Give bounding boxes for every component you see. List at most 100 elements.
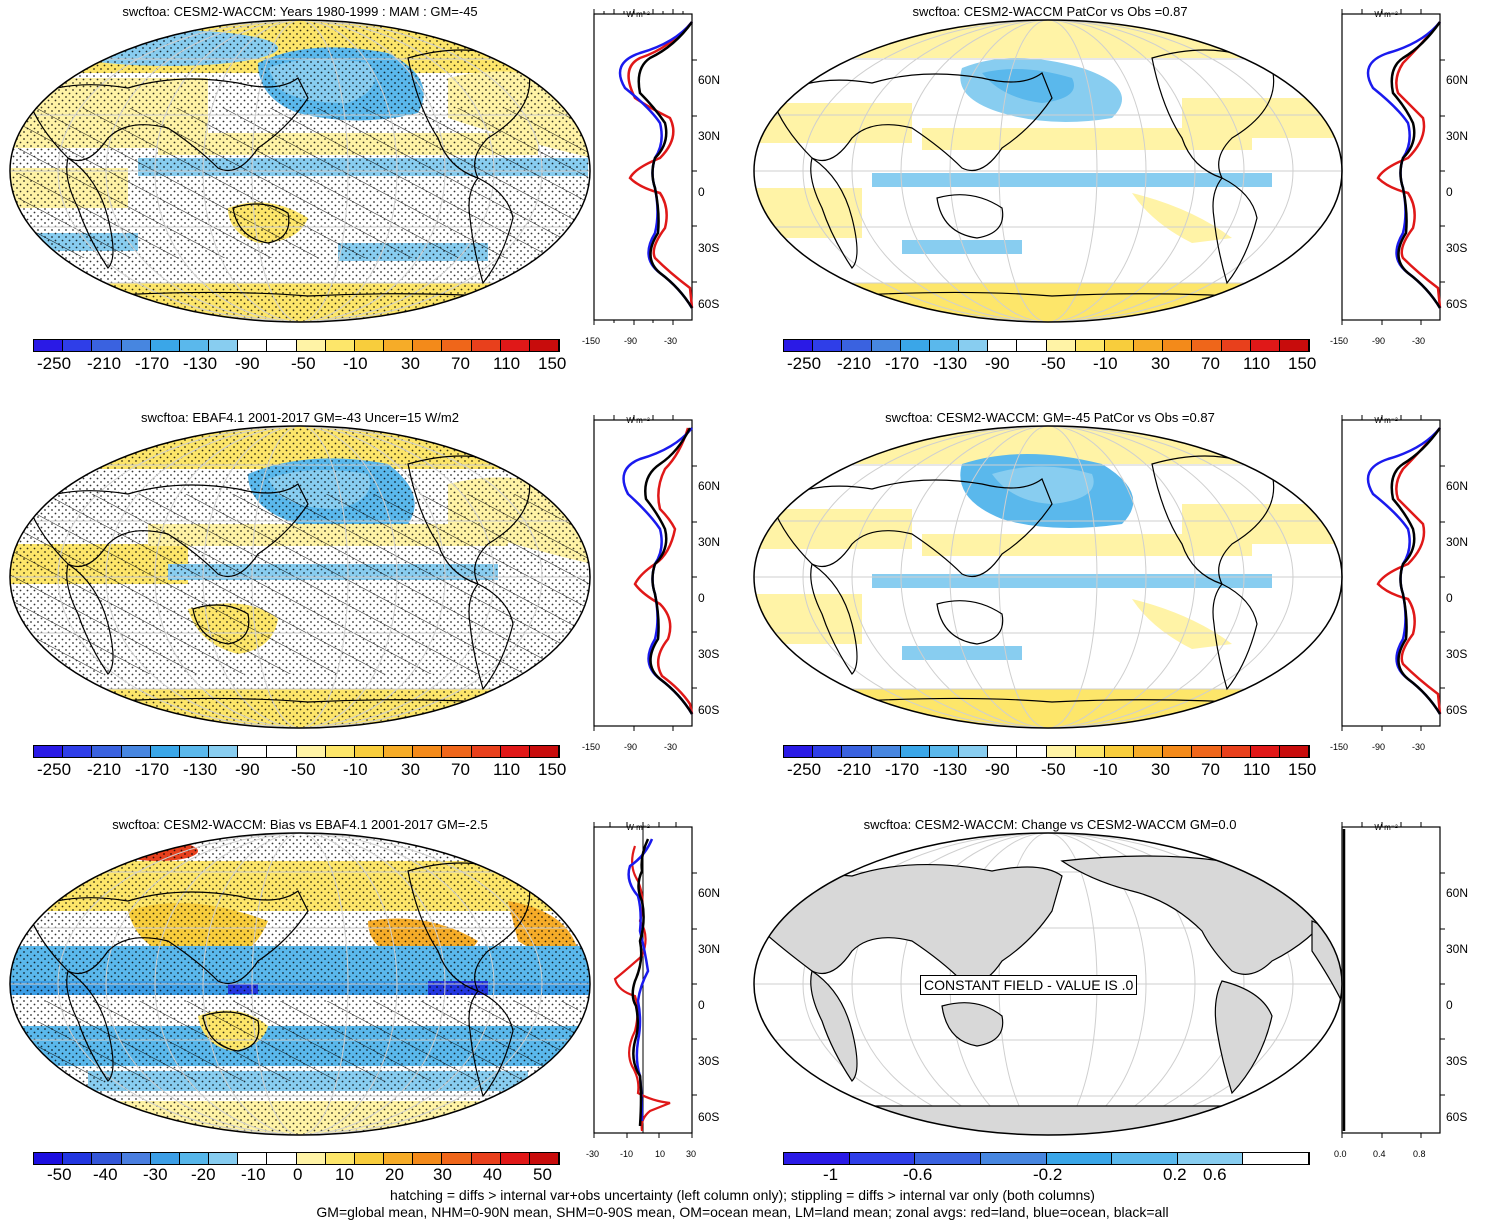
colorbar-label: -170	[135, 760, 170, 779]
colorbar-swatch	[871, 746, 901, 757]
colorbar-swatch	[929, 340, 960, 351]
colorbar-swatch	[915, 1153, 981, 1164]
colorbar-swatch	[784, 1153, 850, 1164]
colorbar-label: 30	[433, 1165, 452, 1184]
lat-label: 30N	[1446, 535, 1469, 549]
colorbar-label: -130	[933, 760, 968, 779]
colorbar-swatch	[842, 746, 872, 757]
colorbar-swatch	[1163, 340, 1193, 351]
colorbar-swatch	[1221, 746, 1251, 757]
colorbar-label: 70	[1201, 354, 1220, 373]
zonal-tick: 0.4	[1373, 1149, 1386, 1159]
colorbar-swatch	[179, 1153, 210, 1164]
colorbar-label: -90	[235, 354, 260, 373]
lat-label: 60S	[698, 297, 720, 311]
colorbar-label: 70	[1201, 760, 1220, 779]
colorbar-swatch	[121, 746, 151, 757]
colorbar-swatch	[325, 340, 355, 351]
colorbar-label: -50	[1041, 354, 1066, 373]
zonal-tick: -150	[1330, 742, 1349, 752]
zonal-tick: -30	[664, 742, 678, 752]
colorbar-swatch	[959, 340, 989, 351]
colorbar-swatch	[413, 340, 443, 351]
lat-label: 60S	[1446, 1110, 1468, 1124]
colorbar-label: -210	[87, 354, 122, 373]
colorbar-swatch	[900, 746, 930, 757]
colorbar-label: -50	[291, 760, 316, 779]
colorbar-swatch	[34, 746, 64, 757]
lat-label: 60S	[1446, 703, 1468, 717]
colorbar-label: -50	[291, 354, 316, 373]
colorbar-label: 110	[1243, 760, 1271, 779]
colorbar-swatch	[871, 340, 901, 351]
lat-label: 60N	[1446, 73, 1469, 87]
colorbar-swatch	[296, 340, 326, 351]
panel-2-lat-labels: 60N 30N 0 30S 60S	[1446, 52, 1468, 332]
colorbar-swatch	[179, 340, 210, 351]
lat-label: 30S	[698, 647, 720, 661]
colorbar-swatch	[34, 1153, 64, 1164]
colorbar-swatch	[471, 1153, 501, 1164]
panel-4-map	[753, 425, 1343, 729]
colorbar-swatch	[442, 1153, 472, 1164]
colorbar-swatch	[354, 340, 385, 351]
colorbar-label: -50	[47, 1165, 72, 1184]
colorbar-label: 30	[401, 760, 420, 779]
panel-1-colorbar-labels: -250 -210 -170 -130 -90 -50 -10 30 70 11…	[33, 354, 566, 374]
lat-label: 0	[698, 591, 705, 605]
zonal-units: W m⁻²	[626, 10, 650, 19]
colorbar-label: 30	[1151, 354, 1170, 373]
panel-5-colorbar-labels: -50 -40 -30 -20 -10 0 10 20 30 40 50	[33, 1165, 558, 1185]
colorbar-swatch	[209, 340, 239, 351]
colorbar-swatch	[1046, 746, 1076, 757]
colorbar-swatch	[529, 340, 560, 351]
lat-label: 60N	[698, 73, 721, 87]
colorbar-swatch	[296, 746, 326, 757]
colorbar-label: 0	[293, 1165, 303, 1184]
panel-5-map	[9, 832, 591, 1136]
colorbar-swatch	[1075, 746, 1105, 757]
colorbar-swatch	[150, 746, 180, 757]
lat-label: 0	[1446, 591, 1453, 605]
lat-label: 60S	[698, 1110, 720, 1124]
colorbar-swatch	[384, 1153, 414, 1164]
panel-1-zonal-plot: W m⁻²	[593, 9, 697, 325]
lat-label: 0	[1446, 185, 1453, 199]
colorbar-label: -10	[343, 760, 368, 779]
colorbar-label: -20	[191, 1165, 216, 1184]
panel-4-colorbar-labels: -250 -210 -170 -130 -90 -50 -10 30 70 11…	[783, 760, 1316, 780]
colorbar-label: -50	[1041, 760, 1066, 779]
colorbar-swatch	[988, 340, 1018, 351]
colorbar-swatch	[1104, 340, 1135, 351]
panel-4-lat-labels: 60N 30N 0 30S 60S	[1446, 458, 1468, 738]
lat-label: 30N	[1446, 942, 1469, 956]
panel-5-zonal-plot: W m⁻²	[593, 822, 697, 1138]
zonal-tick: 10	[655, 1149, 666, 1159]
colorbar-label: 150	[1288, 354, 1317, 373]
colorbar-label: -170	[885, 354, 920, 373]
panel-2-title: swcftoa: CESM2-WACCM PatCor vs Obs =0.87	[912, 4, 1188, 19]
colorbar-swatch	[980, 1153, 1047, 1164]
colorbar-label: 70	[451, 354, 470, 373]
colorbar-label: 110	[493, 760, 521, 779]
colorbar-swatch	[988, 746, 1018, 757]
colorbar-label: -130	[183, 354, 218, 373]
lat-label: 60N	[698, 479, 721, 493]
zonal-tick: -30	[1412, 336, 1426, 346]
colorbar-swatch	[1243, 1153, 1309, 1164]
colorbar-swatch	[784, 746, 814, 757]
colorbar-swatch	[500, 1153, 530, 1164]
colorbar-swatch	[1075, 340, 1105, 351]
colorbar-swatch	[267, 746, 297, 757]
colorbar-label: -10	[1093, 354, 1118, 373]
zonal-tick: -10	[620, 1149, 634, 1159]
colorbar-label: -0.6	[903, 1165, 933, 1184]
colorbar-swatch	[1192, 340, 1222, 351]
colorbar-label: 150	[1288, 760, 1317, 779]
panel-5-title: swcftoa: CESM2-WACCM: Bias vs EBAF4.1 20…	[112, 817, 488, 832]
zonal-tick: 0.0	[1334, 1149, 1347, 1159]
colorbar-label: 50	[533, 1165, 552, 1184]
colorbar-swatch	[442, 746, 472, 757]
colorbar-swatch	[529, 746, 560, 757]
colorbar-swatch	[1163, 746, 1193, 757]
